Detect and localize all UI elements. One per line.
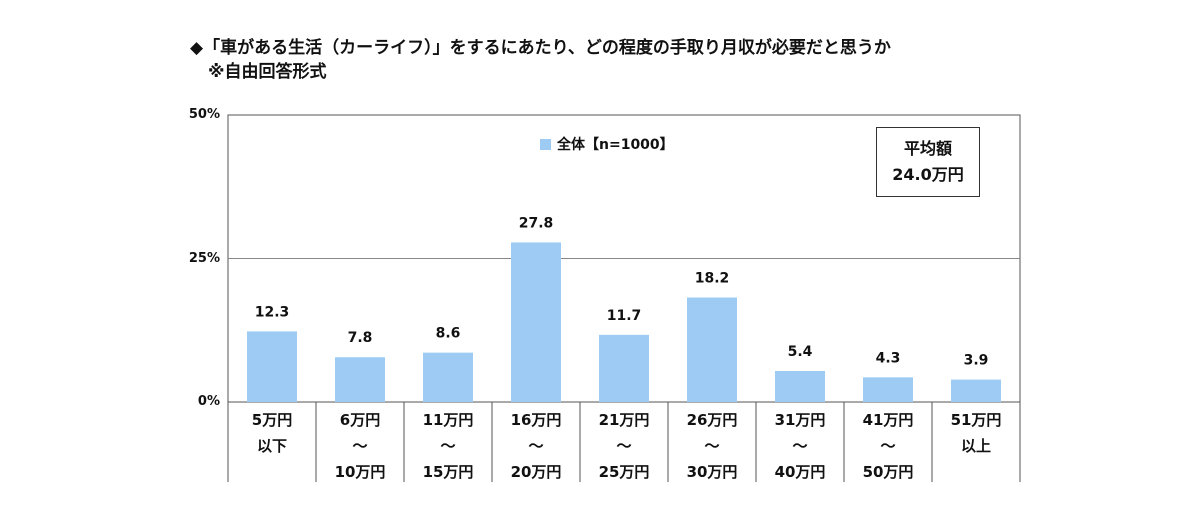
y-tick-label: 50% — [188, 107, 220, 122]
bar — [335, 357, 385, 402]
x-category-label: 41万円 ～ 50万円 — [862, 411, 914, 481]
bar — [423, 352, 473, 402]
bar — [511, 242, 561, 402]
bar-value-label: 27.8 — [519, 215, 554, 231]
bar-value-label: 12.3 — [255, 304, 290, 320]
x-category-label: 26万円 ～ 30万円 — [686, 411, 738, 481]
x-category-label: 51万円 以上 — [950, 411, 1002, 455]
chart-title-line1: ◆「車がある生活（カーライフ）」をするにあたり、どの程度の手取り月収が必要だと思… — [190, 38, 891, 58]
bar — [951, 379, 1001, 402]
x-category-label: 11万円 ～ 15万円 — [422, 411, 474, 481]
bar-value-label: 11.7 — [607, 308, 642, 324]
bar-value-label: 7.8 — [348, 330, 373, 346]
average-box: 平均額 24.0万円 — [876, 127, 980, 197]
legend-label: 全体【n=1000】 — [557, 137, 674, 153]
bar-value-label: 3.9 — [964, 353, 989, 369]
average-value: 24.0万円 — [892, 165, 964, 184]
bar-value-label: 8.6 — [436, 326, 461, 342]
bar — [247, 331, 297, 402]
x-category-label: 21万円 ～ 25万円 — [598, 411, 650, 481]
bar-value-label: 4.3 — [876, 350, 901, 366]
legend-swatch — [540, 138, 551, 150]
bar — [687, 297, 737, 402]
x-category-label: 6万円 ～ 10万円 — [334, 411, 386, 481]
x-category-label: 16万円 ～ 20万円 — [510, 411, 562, 481]
bar-value-label: 18.2 — [695, 271, 730, 287]
average-label: 平均額 — [903, 139, 952, 158]
chart-title-line2: ※自由回答形式 — [208, 62, 327, 82]
x-category-label: 31万円 ～ 40万円 — [774, 411, 826, 481]
bar-value-label: 5.4 — [788, 344, 813, 360]
legend: 全体【n=1000】 — [540, 134, 674, 154]
bar — [775, 371, 825, 402]
chart-title: ◆「車がある生活（カーライフ）」をするにあたり、どの程度の手取り月収が必要だと思… — [190, 36, 891, 84]
y-tick-label: 25% — [188, 250, 220, 266]
bar — [863, 377, 913, 402]
x-category-label: 5万円 以下 — [251, 411, 293, 455]
bar — [599, 334, 649, 402]
y-tick-label: 0% — [197, 394, 220, 409]
